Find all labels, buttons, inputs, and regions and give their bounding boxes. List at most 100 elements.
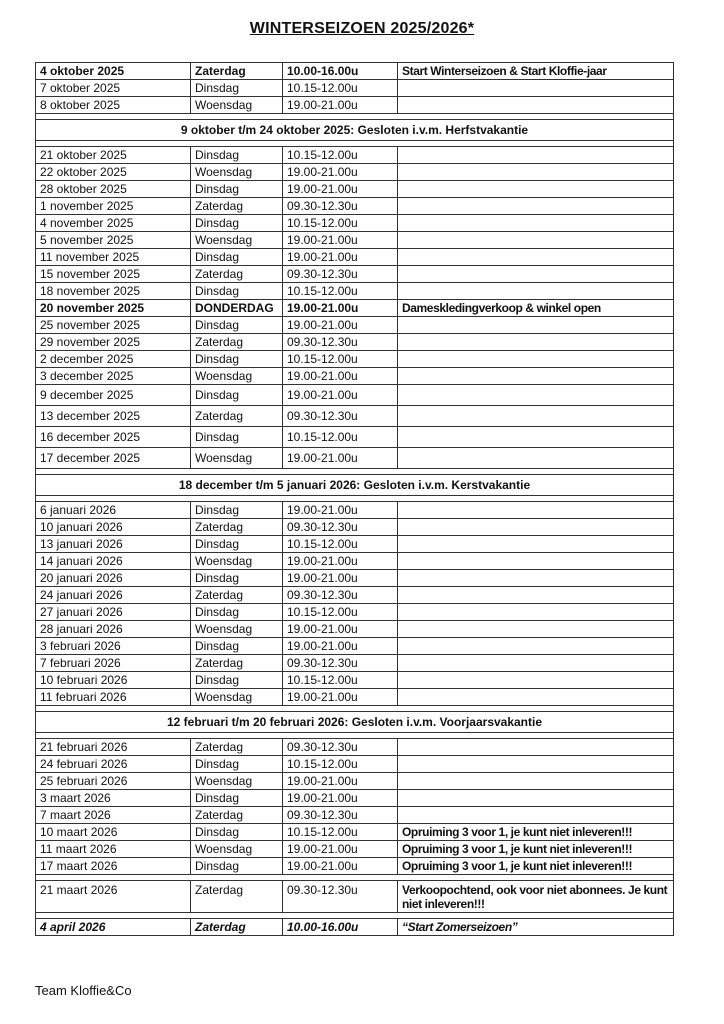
time-cell: 19.00-21.00u [282,857,398,875]
note-cell [397,772,674,790]
day-cell: Dinsdag [190,857,283,875]
note-cell [397,671,674,689]
day-cell: Zaterdag [190,62,283,80]
schedule-row: 10 januari 2026 Zaterdag 09.30-12.30u [35,518,674,536]
day-cell: Dinsdag [190,535,283,553]
note-cell [397,569,674,587]
schedule-row: 4 oktober 2025 Zaterdag 10.00-16.00u Start … [35,62,674,80]
schedule-row: 29 november 2025 Zaterdag 09.30-12.30u [35,333,674,351]
day-cell: Woensdag [190,367,283,385]
note-cell [397,265,674,283]
schedule-row: 7 maart 2026 Zaterdag 09.30-12.30u [35,806,674,824]
time-cell: 10.15-12.00u [282,603,398,621]
day-cell: Zaterdag [190,405,283,427]
date-cell: 22 oktober 2025 [35,163,191,181]
time-cell: 09.30-12.30u [282,518,398,536]
date-cell: 3 februari 2026 [35,637,191,655]
closed-period-text: 12 februari t/m 20 februari 2026: Geslot… [35,711,674,733]
day-cell: Dinsdag [190,501,283,519]
closed-period-text: 9 oktober t/m 24 oktober 2025: Gesloten … [35,119,674,141]
time-cell: 19.00-21.00u [282,299,398,317]
day-cell: Dinsdag [190,384,283,406]
time-cell: 10.15-12.00u [282,671,398,689]
date-cell: 28 oktober 2025 [35,180,191,198]
day-cell: Dinsdag [190,603,283,621]
date-cell: 1 november 2025 [35,197,191,215]
time-cell: 10.15-12.00u [282,535,398,553]
date-cell: 10 maart 2026 [35,823,191,841]
day-cell: Woensdag [190,688,283,706]
schedule-row: 17 december 2025 Woensdag 19.00-21.00u [35,447,674,469]
note-cell [397,603,674,621]
time-cell: 19.00-21.00u [282,384,398,406]
note-cell: Opruiming 3 voor 1, je kunt niet inlever… [397,857,674,875]
note-cell [397,214,674,232]
schedule-row: 24 januari 2026 Zaterdag 09.30-12.30u [35,586,674,604]
day-cell: Zaterdag [190,197,283,215]
date-cell: 17 december 2025 [35,447,191,469]
schedule-row: 2 december 2025 Dinsdag 10.15-12.00u [35,350,674,368]
schedule-row: 21 maart 2026 Zaterdag 09.30-12.30u Verkoop… [35,880,674,913]
note-cell [397,163,674,181]
schedule-row: 18 november 2025 Dinsdag 10.15-12.00u [35,282,674,300]
schedule-row: 11 februari 2026 Woensdag 19.00-21.00u [35,688,674,706]
schedule-row: 20 januari 2026 Dinsdag 19.00-21.00u [35,569,674,587]
date-cell: 25 februari 2026 [35,772,191,790]
note-cell: Dameskledingverkoop & winkel open [397,299,674,317]
date-cell: 7 februari 2026 [35,654,191,672]
date-cell: 21 maart 2026 [35,880,191,913]
schedule-row: 6 januari 2026 Dinsdag 19.00-21.00u [35,501,674,519]
schedule-row: 7 februari 2026 Zaterdag 09.30-12.30u [35,654,674,672]
time-cell: 19.00-21.00u [282,637,398,655]
schedule-row: 25 februari 2026 Woensdag 19.00-21.00u [35,772,674,790]
note-cell: Opruiming 3 voor 1, je kunt niet inlever… [397,823,674,841]
date-cell: 27 januari 2026 [35,603,191,621]
time-cell: 10.15-12.00u [282,350,398,368]
schedule-row: 25 november 2025 Dinsdag 19.00-21.00u [35,316,674,334]
time-cell: 09.30-12.30u [282,654,398,672]
time-cell: 19.00-21.00u [282,620,398,638]
date-cell: 9 december 2025 [35,384,191,406]
note-cell [397,806,674,824]
date-cell: 13 januari 2026 [35,535,191,553]
day-cell: Dinsdag [190,214,283,232]
note-cell [397,248,674,266]
day-cell: Dinsdag [190,755,283,773]
day-cell: Zaterdag [190,265,283,283]
time-cell: 19.00-21.00u [282,447,398,469]
day-cell: Dinsdag [190,569,283,587]
note-cell [397,688,674,706]
schedule-row: 20 november 2025 DONDERDAG 19.00-21.00u Dam… [35,299,674,317]
schedule-row: 15 november 2025 Zaterdag 09.30-12.30u [35,265,674,283]
note-cell: “Start Zomerseizoen” [397,918,674,936]
day-cell: Dinsdag [190,426,283,448]
day-cell: Woensdag [190,840,283,858]
time-cell: 19.00-21.00u [282,569,398,587]
day-cell: Zaterdag [190,518,283,536]
note-cell [397,755,674,773]
date-cell: 11 februari 2026 [35,688,191,706]
date-cell: 25 november 2025 [35,316,191,334]
day-cell: Zaterdag [190,880,283,913]
schedule-row: 10 maart 2026 Dinsdag 10.15-12.00u Opruimin… [35,823,674,841]
day-cell: Woensdag [190,620,283,638]
day-cell: Zaterdag [190,586,283,604]
time-cell: 10.15-12.00u [282,214,398,232]
time-cell: 19.00-21.00u [282,840,398,858]
closed-period-text: 18 december t/m 5 januari 2026: Gesloten… [35,474,674,496]
time-cell: 19.00-21.00u [282,96,398,114]
schedule-body: 4 oktober 2025 Zaterdag 10.00-16.00u Start … [35,62,674,936]
day-cell: Dinsdag [190,350,283,368]
date-cell: 15 november 2025 [35,265,191,283]
date-cell: 10 januari 2026 [35,518,191,536]
day-cell: Woensdag [190,231,283,249]
note-cell [397,789,674,807]
date-cell: 7 maart 2026 [35,806,191,824]
note-cell: Opruiming 3 voor 1, je kunt niet inlever… [397,840,674,858]
date-cell: 17 maart 2026 [35,857,191,875]
day-cell: Woensdag [190,96,283,114]
day-cell: Dinsdag [190,316,283,334]
note-cell [397,535,674,553]
time-cell: 19.00-21.00u [282,552,398,570]
schedule-row: 11 november 2025 Dinsdag 19.00-21.00u [35,248,674,266]
